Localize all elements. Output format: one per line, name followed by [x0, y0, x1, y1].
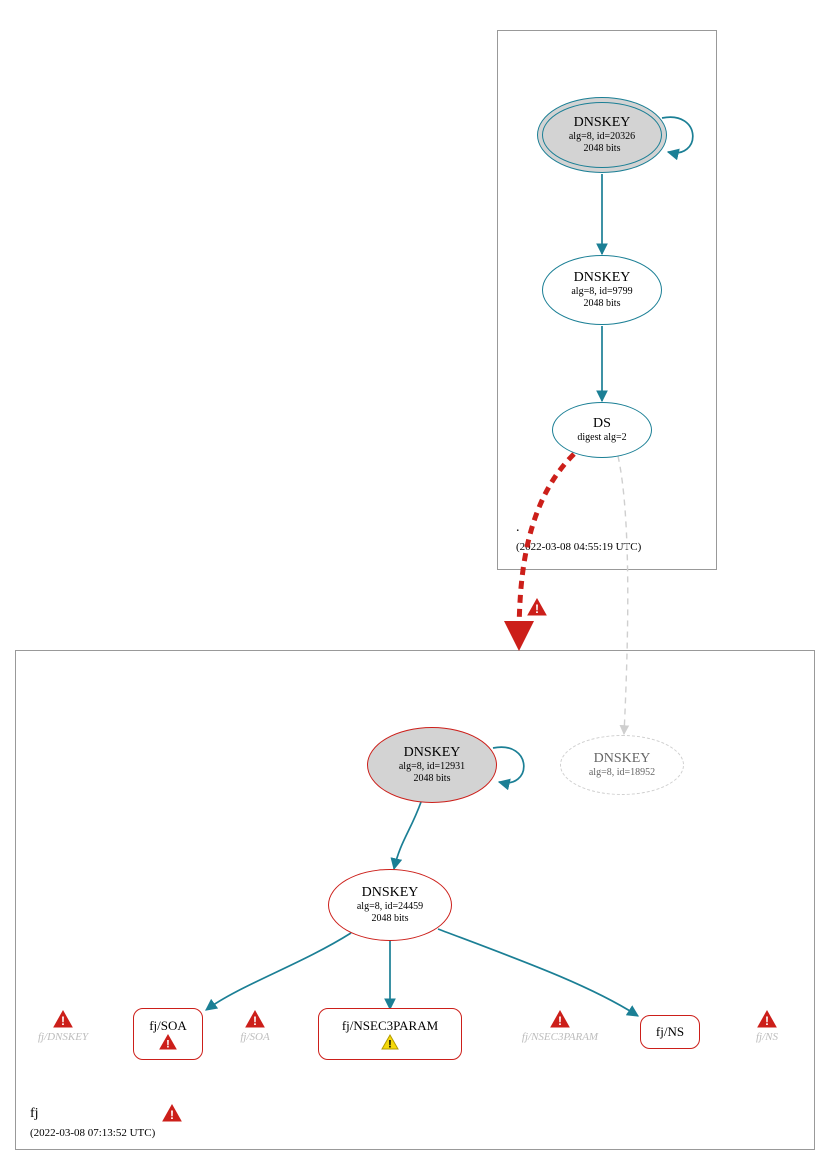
node-fj-ns[interactable]: fj/NS — [640, 1015, 700, 1049]
node-root-ksk-line2: alg=8, id=20326 — [569, 131, 635, 143]
node-root-zsk[interactable]: DNSKEY alg=8, id=9799 2048 bits — [542, 255, 662, 325]
node-fj-ksk-title: DNSKEY — [404, 745, 461, 762]
node-fj-zsk-line3: 2048 bits — [372, 913, 409, 925]
zone-fj-timestamp: (2022-03-08 07:13:52 UTC) — [30, 1127, 155, 1139]
node-fj-soa-title: fj/SOA — [149, 1018, 187, 1034]
node-fj-zsk[interactable]: DNSKEY alg=8, id=24459 2048 bits — [328, 869, 452, 941]
node-root-ksk[interactable]: DNSKEY alg=8, id=20326 2048 bits — [537, 97, 667, 173]
node-ds-title: DS — [593, 416, 611, 433]
node-root-zsk-line3: 2048 bits — [584, 298, 621, 310]
zone-root-timestamp: (2022-03-08 04:55:19 UTC) — [516, 541, 641, 553]
node-fj-ghost-title: DNSKEY — [594, 751, 651, 768]
node-fj-ksk[interactable]: DNSKEY alg=8, id=12931 2048 bits — [367, 727, 497, 803]
node-root-ksk-title: DNSKEY — [574, 115, 631, 132]
warning-icon: ! — [381, 1034, 399, 1050]
node-fj-nsec3param-title: fj/NSEC3PARAM — [342, 1018, 438, 1034]
node-fj-ksk-line3: 2048 bits — [414, 773, 451, 785]
warning-icon: ! — [159, 1034, 177, 1050]
faded-label-dnskey: fj/DNSKEY — [13, 1031, 113, 1043]
node-fj-zsk-title: DNSKEY — [362, 885, 419, 902]
warning-icon: ! — [527, 598, 547, 616]
node-fj-nsec3param[interactable]: fj/NSEC3PARAM ! — [318, 1008, 462, 1060]
faded-label-soa: fj/SOA — [205, 1031, 305, 1043]
node-fj-ns-title: fj/NS — [656, 1024, 684, 1040]
node-ds-line2: digest alg=2 — [577, 432, 626, 444]
faded-label-ns: fj/NS — [717, 1031, 817, 1043]
node-root-zsk-line2: alg=8, id=9799 — [571, 286, 632, 298]
node-root-ksk-line3: 2048 bits — [584, 143, 621, 155]
node-fj-ghost[interactable]: DNSKEY alg=8, id=18952 — [560, 735, 684, 795]
zone-fj-label: fj — [30, 1106, 39, 1122]
node-ds[interactable]: DS digest alg=2 — [552, 402, 652, 458]
node-fj-soa[interactable]: fj/SOA ! — [133, 1008, 203, 1060]
node-fj-zsk-line2: alg=8, id=24459 — [357, 901, 423, 913]
svg-text:!: ! — [166, 1038, 170, 1050]
node-root-zsk-title: DNSKEY — [574, 270, 631, 287]
faded-label-nsec3: fj/NSEC3PARAM — [510, 1031, 610, 1043]
zone-root-label: . — [516, 520, 520, 536]
svg-text:!: ! — [535, 602, 539, 616]
node-fj-ksk-line2: alg=8, id=12931 — [399, 761, 465, 773]
svg-text:!: ! — [388, 1038, 392, 1050]
node-fj-ghost-line2: alg=8, id=18952 — [589, 767, 655, 779]
